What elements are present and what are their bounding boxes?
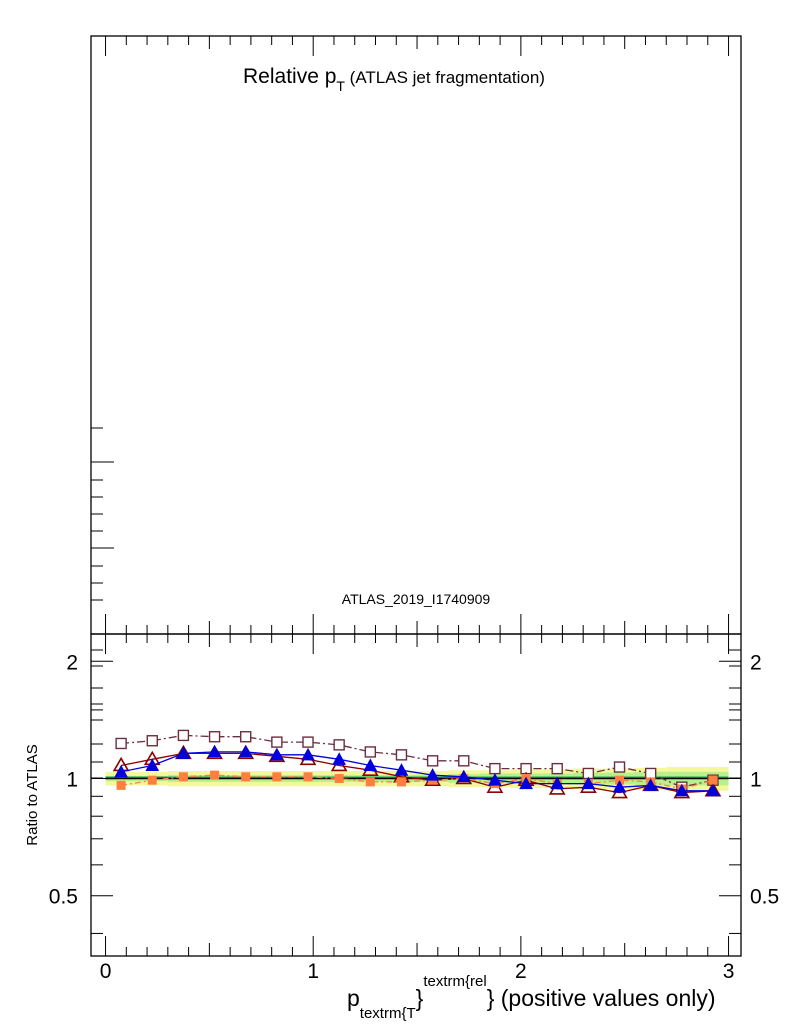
- data-point: [145, 758, 160, 771]
- data-point: [363, 758, 378, 771]
- data-point: [177, 729, 190, 742]
- chart-title: Relative pT (ATLAS jet fragmentation): [243, 65, 545, 94]
- data-point: [394, 763, 409, 776]
- data-point: [396, 777, 406, 787]
- x-tick-label: 0: [100, 960, 112, 983]
- chart-title-subscript: T: [336, 78, 345, 94]
- data-point: [612, 780, 627, 793]
- data-point: [116, 780, 126, 790]
- frame-group: 0.5 0.5 1 1 2 2 0 1 2 3: [49, 35, 779, 983]
- data-point: [271, 736, 283, 748]
- x-tick-label: 1: [307, 960, 319, 983]
- data-point: [241, 772, 251, 782]
- ratio-y-axis-label: Ratio to ATLAS: [24, 744, 41, 845]
- data-point: [581, 776, 596, 790]
- data-point: [643, 778, 658, 791]
- data-point: [332, 752, 347, 765]
- ratio-y-tick-label-right: 1: [750, 768, 762, 791]
- ratio-panel-frame: [90, 633, 742, 957]
- chart-title-rest: (ATLAS jet fragmentation): [345, 68, 545, 87]
- x-tick-label: 2: [515, 960, 527, 983]
- data-point: [613, 761, 626, 773]
- data-point: [395, 749, 408, 761]
- x-axis-label-subscript: textrm{T: [360, 1005, 416, 1022]
- x-axis-label-superscript: textrm{rel: [423, 973, 486, 990]
- data-point: [208, 731, 221, 743]
- ratio-y-tick-label-right: 2: [750, 651, 762, 674]
- ratio-y-tick-label-right: 0.5: [750, 886, 779, 909]
- main-panel-frame: [90, 35, 742, 635]
- series-group: [112, 729, 722, 799]
- data-point: [176, 746, 191, 759]
- ratio-y-tick-label: 0.5: [49, 886, 78, 909]
- data-point: [301, 747, 315, 761]
- data-point: [147, 775, 157, 785]
- data-point: [458, 755, 470, 767]
- data-point: [364, 746, 377, 758]
- data-point: [115, 737, 127, 750]
- data-point: [272, 772, 282, 782]
- ratio-y-tick-label: 2: [66, 651, 78, 674]
- data-point: [146, 735, 158, 747]
- data-point: [303, 772, 313, 782]
- data-point: [426, 755, 439, 767]
- series-4: [114, 744, 720, 797]
- data-point: [114, 764, 128, 778]
- data-point: [240, 731, 252, 743]
- series-line: [120, 774, 714, 790]
- x-axis-label-rest: } (positive values only): [487, 985, 716, 1011]
- data-point: [708, 775, 718, 785]
- data-point: [334, 773, 344, 783]
- data-point: [488, 773, 502, 786]
- data-point: [550, 776, 565, 790]
- ratio-y-tick-label: 1: [66, 768, 78, 791]
- data-point: [456, 769, 471, 783]
- analysis-label: ATLAS_2019_I1740909: [342, 591, 491, 607]
- data-point: [551, 762, 563, 775]
- data-point: [207, 744, 222, 758]
- data-point: [178, 772, 188, 782]
- data-point: [489, 762, 501, 775]
- data-point: [706, 783, 720, 797]
- data-point: [333, 739, 345, 751]
- x-tick-label: 3: [723, 960, 735, 983]
- data-point: [365, 777, 375, 787]
- series-line: [120, 751, 713, 792]
- data-point: [674, 783, 689, 797]
- data-point: [302, 736, 314, 748]
- x-axis-label: ptextrm{T}textrm{rel} (positive values o…: [347, 973, 716, 1022]
- data-point: [210, 770, 220, 780]
- data-point: [238, 744, 253, 758]
- data-point: [270, 747, 284, 761]
- x-axis-label-brace: }: [416, 985, 424, 1011]
- data-point: [425, 768, 440, 781]
- data-point: [519, 776, 533, 790]
